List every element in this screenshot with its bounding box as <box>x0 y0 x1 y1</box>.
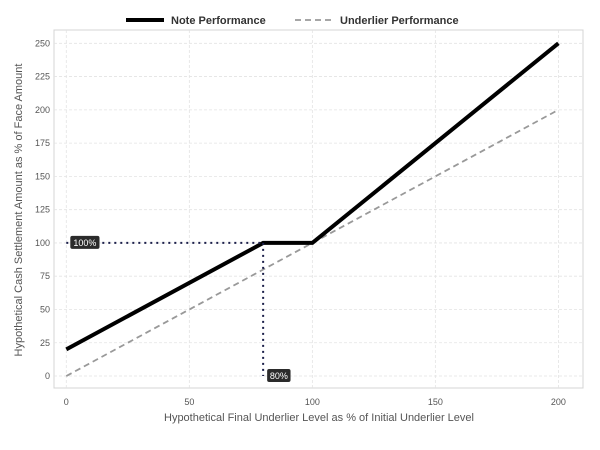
x-axis-title: Hypothetical Final Underlier Level as % … <box>164 412 474 424</box>
annotation-80-percent: 80% <box>262 242 291 383</box>
x-tick-label: 50 <box>184 397 194 407</box>
series-line-note-performance <box>65 41 560 352</box>
y-tick-label: 150 <box>35 171 50 181</box>
y-tick-label: 0 <box>45 371 50 381</box>
y-tick-label: 200 <box>35 105 50 115</box>
y-tick-label: 175 <box>35 138 50 148</box>
legend-label: Note Performance <box>171 15 266 27</box>
annotation-label-box <box>70 235 100 249</box>
series-line-underlier-performance <box>65 109 559 377</box>
legend: Note Performance Underlier Performance <box>126 15 459 27</box>
x-tick-label: 100 <box>305 397 320 407</box>
y-tick-label: 25 <box>40 338 50 348</box>
y-tick-label: 250 <box>35 38 50 48</box>
legend-item: Underlier Performance <box>295 15 459 27</box>
y-tick-label: 75 <box>40 271 50 281</box>
legend-label: Underlier Performance <box>340 15 459 27</box>
y-tick-label: 225 <box>35 72 50 82</box>
x-tick-label: 150 <box>428 397 443 407</box>
x-tick-label: 0 <box>64 397 69 407</box>
y-axis-title: Hypothetical Cash Settlement Amount as %… <box>13 64 25 357</box>
legend-item: Note Performance <box>126 15 266 27</box>
plot-panel <box>53 29 584 389</box>
plot-area: 0 25 50 75 100 125 150 175 200 225 250 0 50 100 150 200… <box>35 29 584 407</box>
y-tick-label: 50 <box>40 304 50 314</box>
y-tick-label: 100 <box>35 238 50 248</box>
annotation-label: 80% <box>270 371 288 381</box>
x-tick-label: 200 <box>551 397 566 407</box>
annotation-label: 100% <box>73 238 96 248</box>
y-tick-label: 125 <box>35 205 50 215</box>
annotation-100-percent: 100% <box>66 235 264 249</box>
annotation-label-box <box>267 369 291 383</box>
